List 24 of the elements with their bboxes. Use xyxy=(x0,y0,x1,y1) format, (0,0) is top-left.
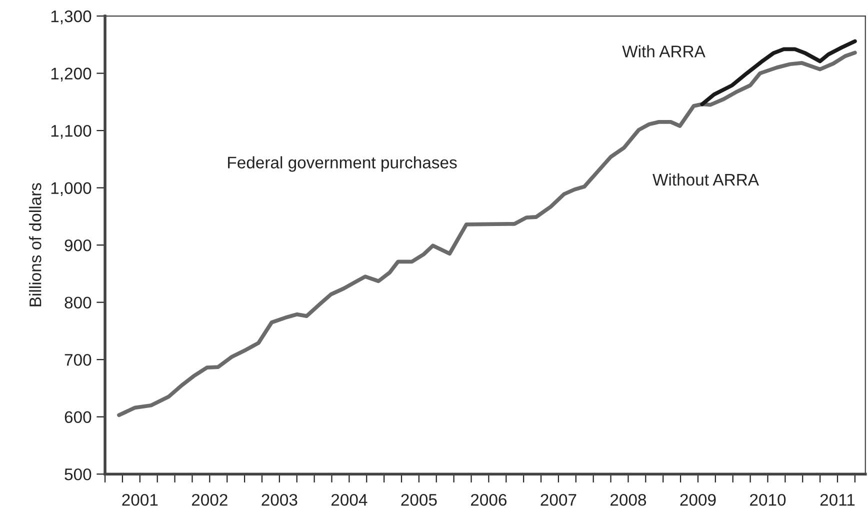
y-tick-label: 1,300 xyxy=(51,10,92,24)
y-tick-label: 900 xyxy=(64,239,92,252)
x-tick-label: 2008 xyxy=(610,494,646,506)
x-tick-label: 2005 xyxy=(401,494,437,506)
text: With ARRA xyxy=(622,45,706,58)
y-tick-label: 1,000 xyxy=(51,182,92,196)
x-tick-label: 2010 xyxy=(750,494,786,506)
y-tick-label: 1,100 xyxy=(51,124,92,139)
x-tick-label: 2004 xyxy=(331,494,368,506)
text: Without ARRA xyxy=(652,173,759,186)
y-axis-title: Billions of dollars xyxy=(29,183,42,306)
y-tick-label: 1,200 xyxy=(51,68,92,82)
y-tick-label: 600 xyxy=(64,411,92,424)
y-tick-label: 700 xyxy=(64,354,92,366)
x-tick-label: 2009 xyxy=(680,494,716,506)
annotation: Federal government purchases xyxy=(228,156,457,172)
x-tick-label: 2001 xyxy=(122,494,158,506)
x-tick-label: 2002 xyxy=(192,494,228,506)
x-tick-label: 2006 xyxy=(471,494,507,506)
x-tick-label: 2003 xyxy=(262,494,298,506)
y-tick-label: 500 xyxy=(64,468,92,480)
x-tick-label: 2007 xyxy=(540,494,576,506)
x-tick-label: 2011 xyxy=(820,494,855,506)
y-tick-label: 800 xyxy=(64,296,92,309)
